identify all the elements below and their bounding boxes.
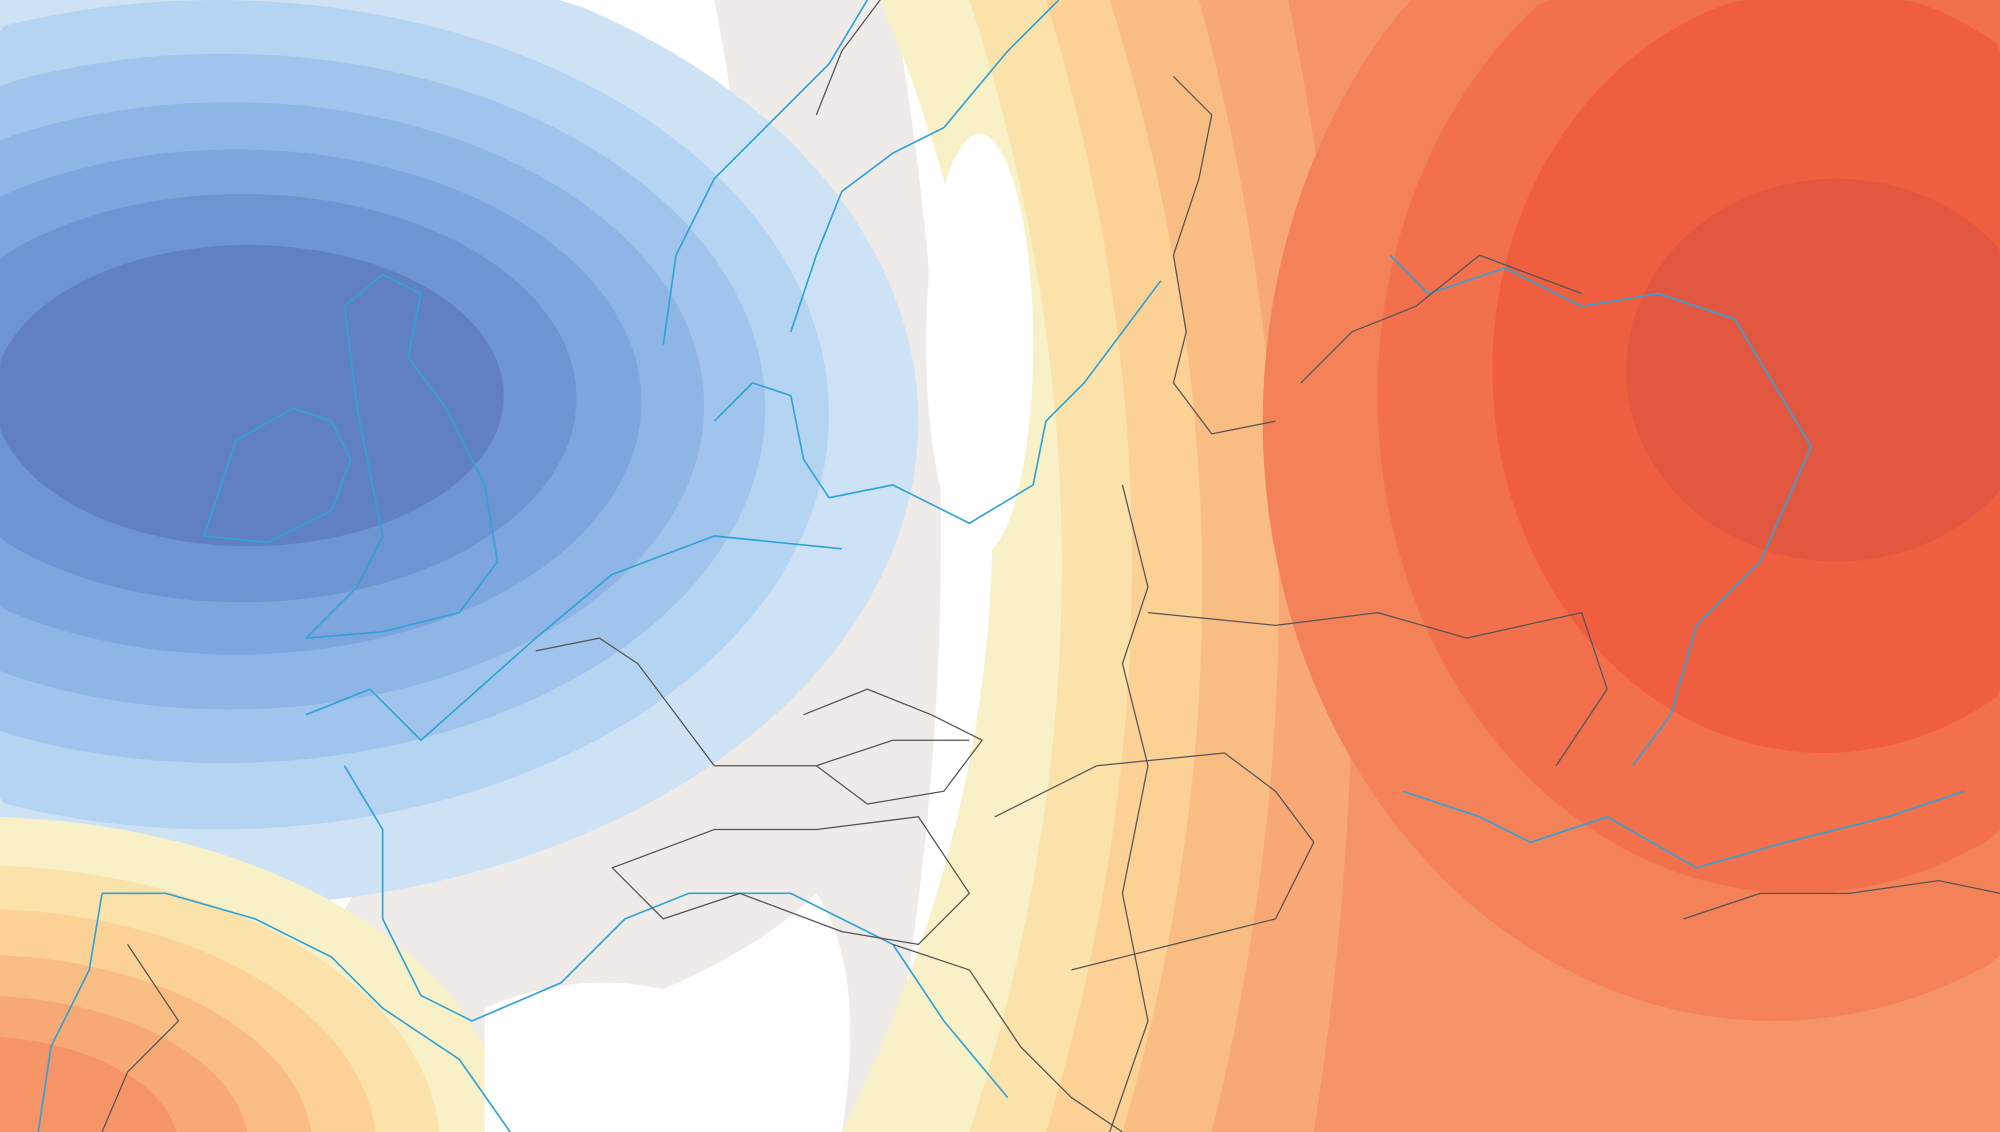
cold-band [0,245,504,547]
country-borders [101,0,2000,1132]
warm-band [1626,178,2000,562]
coastlines [37,0,1965,1132]
warm-anomaly-bands [841,0,2000,1132]
baltic-neutral-gap [926,134,1034,556]
cold-anomaly-bands [0,0,919,907]
warm-band [0,1036,179,1132]
mediterranean-gap [484,893,851,1132]
